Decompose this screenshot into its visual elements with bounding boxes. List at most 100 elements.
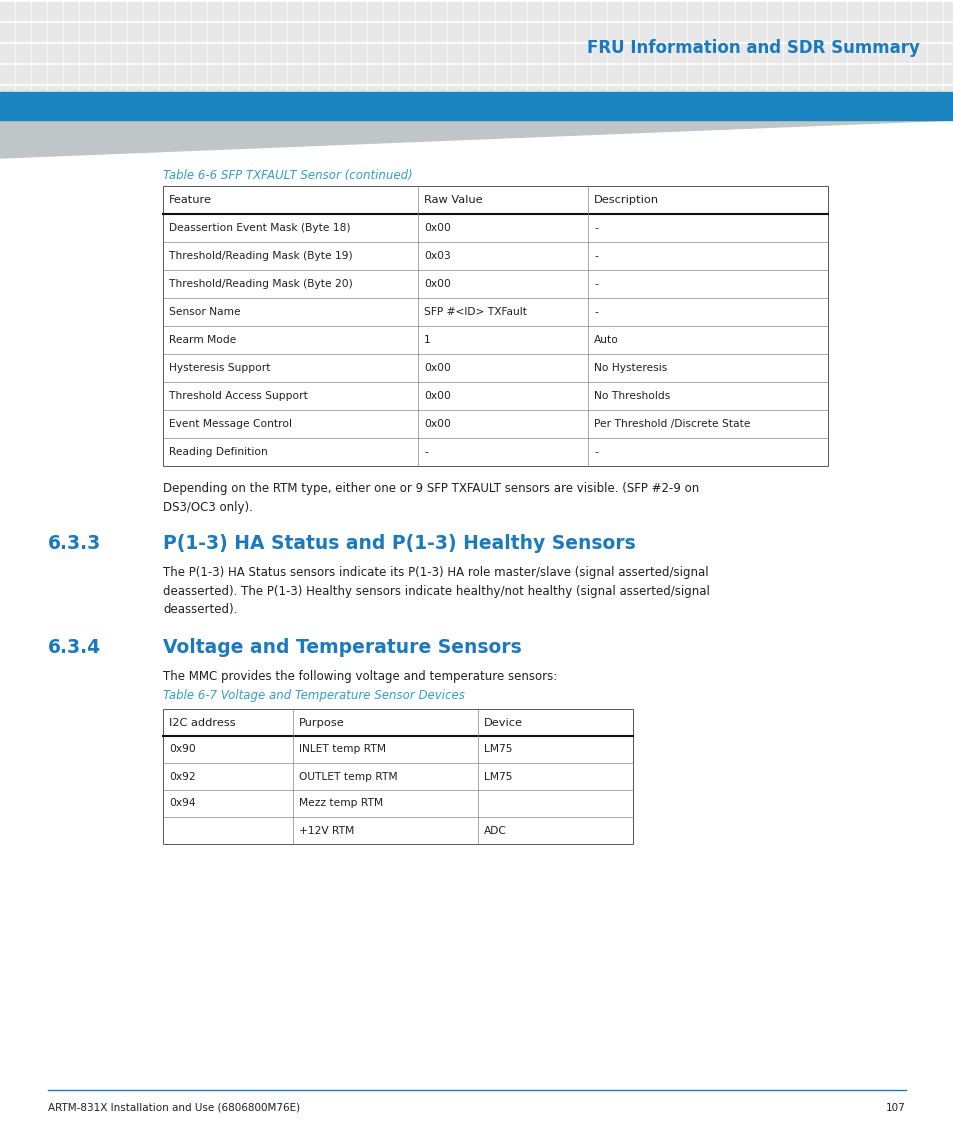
Bar [192,86,206,104]
Bar [80,65,94,82]
Bar [815,44,829,62]
Bar [272,44,286,62]
Bar [0,44,14,62]
Bar [399,65,414,82]
Bar [559,44,574,62]
Bar [16,65,30,82]
Bar [512,23,525,41]
Bar [399,86,414,104]
Text: 0x00: 0x00 [423,279,451,289]
Bar [656,2,669,19]
Bar [96,44,110,62]
Bar [800,86,813,104]
Bar [720,44,733,62]
Bar [496,86,510,104]
Text: Device: Device [483,718,522,727]
Text: 0x90: 0x90 [169,744,195,755]
Bar [352,2,366,19]
Bar [623,86,638,104]
Bar [432,65,446,82]
Bar [543,44,558,62]
Bar [175,86,190,104]
Bar [751,86,765,104]
Bar [671,2,685,19]
Bar [607,65,621,82]
Bar [416,23,430,41]
Bar [304,2,317,19]
Bar [927,65,941,82]
Bar [607,44,621,62]
Bar [879,2,893,19]
Bar [112,23,126,41]
Bar [32,86,46,104]
Bar [783,86,797,104]
Text: -: - [594,251,598,261]
Bar [128,2,142,19]
Bar [64,65,78,82]
Bar [767,86,781,104]
Bar [783,2,797,19]
Bar [16,2,30,19]
Text: Voltage and Temperature Sensors: Voltage and Temperature Sensors [163,638,521,657]
Bar [479,65,494,82]
Text: Hysteresis Support: Hysteresis Support [169,363,271,373]
Bar [735,86,749,104]
Bar [592,23,605,41]
Bar [335,86,350,104]
Bar [687,65,701,82]
Bar [639,23,654,41]
Bar [463,44,477,62]
Bar [943,23,953,41]
Bar [64,2,78,19]
Bar [96,2,110,19]
Bar [751,65,765,82]
Bar [96,86,110,104]
Bar [0,86,14,104]
Bar [48,23,62,41]
Text: Table 6-7 Voltage and Temperature Sensor Devices: Table 6-7 Voltage and Temperature Sensor… [163,688,464,702]
Bar [879,44,893,62]
Bar [335,44,350,62]
Bar [160,86,173,104]
Bar [448,86,461,104]
Text: Depending on the RTM type, either one or 9 SFP TXFAULT sensors are visible. (SFP: Depending on the RTM type, either one or… [163,482,699,513]
Bar [576,86,589,104]
Bar [479,2,494,19]
Bar [208,23,222,41]
Bar [831,65,845,82]
Bar [656,86,669,104]
Bar [160,65,173,82]
Bar [720,23,733,41]
Bar [48,2,62,19]
Bar [352,86,366,104]
Bar [463,86,477,104]
Bar [335,65,350,82]
Bar [687,44,701,62]
Bar [512,44,525,62]
Bar [687,23,701,41]
Text: OUTLET temp RTM: OUTLET temp RTM [298,772,397,782]
Bar [687,2,701,19]
Bar [831,23,845,41]
Text: -: - [594,223,598,232]
Text: 0x03: 0x03 [423,251,450,261]
Text: Per Threshold /Discrete State: Per Threshold /Discrete State [594,419,750,429]
Bar [319,65,334,82]
Bar [416,2,430,19]
Bar [735,44,749,62]
Bar [368,86,381,104]
Bar [288,86,302,104]
Bar [175,2,190,19]
Text: Feature: Feature [169,195,212,205]
Bar [879,23,893,41]
Bar [656,23,669,41]
Bar [720,2,733,19]
Text: 6.3.3: 6.3.3 [48,534,101,553]
Bar [815,2,829,19]
Bar [623,2,638,19]
Bar [527,86,541,104]
Bar [703,23,718,41]
Bar [144,44,158,62]
Bar [448,2,461,19]
Bar [895,65,909,82]
